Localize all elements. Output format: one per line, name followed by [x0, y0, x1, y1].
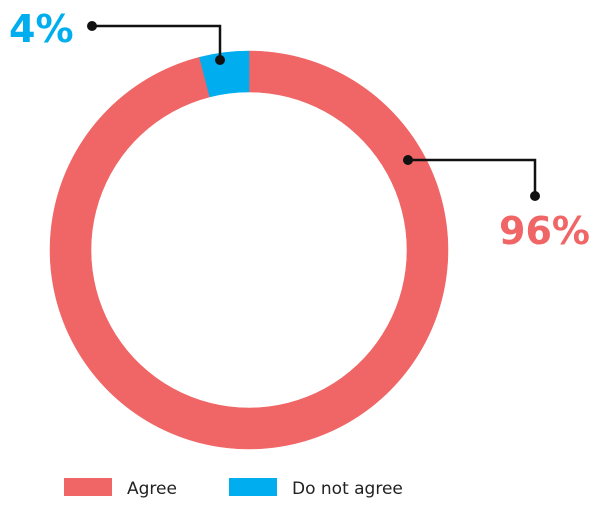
legend-label-agree: Agree: [127, 479, 177, 499]
callout-dot-agree-label: [530, 191, 540, 201]
data-label-do-not-agree: 4%: [9, 7, 74, 51]
legend-swatch-do-not-agree: [229, 478, 277, 496]
legend: Agree Do not agree: [64, 478, 403, 499]
callout-line-do-not-agree: [92, 24, 222, 60]
legend-swatch-agree: [64, 478, 112, 496]
legend-label-do-not-agree: Do not agree: [292, 479, 403, 499]
callout-agree: 96%: [403, 155, 590, 253]
slice-agree: [49, 50, 449, 450]
callout-dot-do-not-agree-slice: [215, 55, 225, 65]
donut-slices: [49, 50, 449, 450]
data-label-agree: 96%: [499, 209, 590, 253]
callout-dot-agree-slice: [403, 155, 413, 165]
callout-dot-do-not-agree-label: [87, 21, 97, 31]
callout-do-not-agree: 4%: [9, 7, 225, 65]
callout-line-agree: [408, 158, 537, 196]
slice-do-not-agree: [199, 50, 250, 98]
